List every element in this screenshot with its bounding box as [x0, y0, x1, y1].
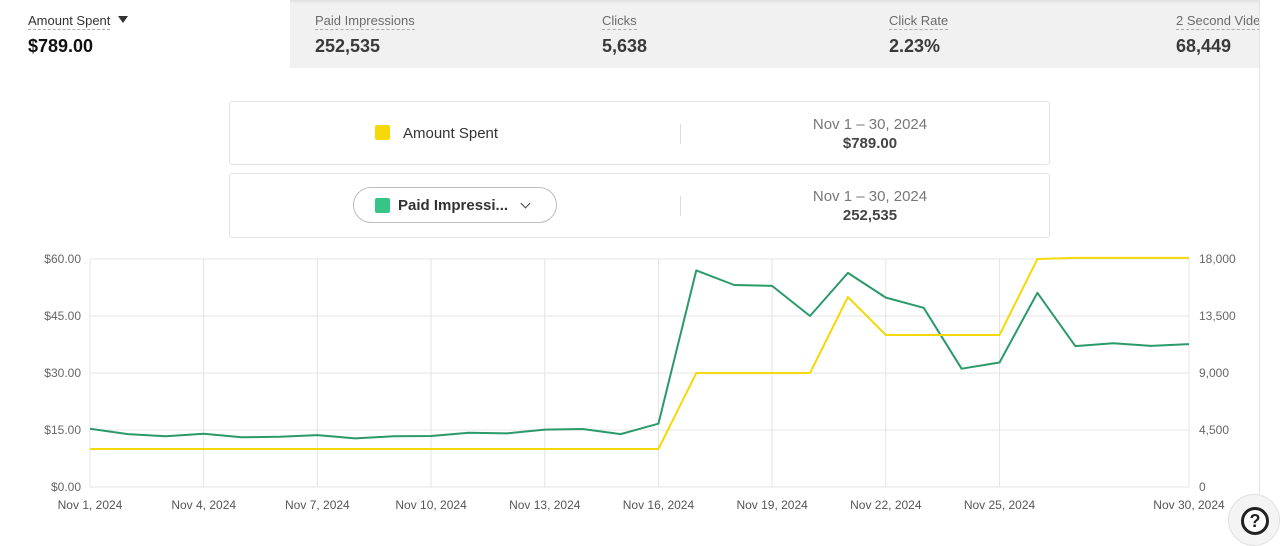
- caret-down-icon[interactable]: [118, 16, 129, 24]
- legend-swatch-amount-spent: [375, 125, 390, 140]
- x-tick-label: Nov 13, 2024: [509, 498, 581, 512]
- series-card-amount-spent: Amount Spent Nov 1 – 30, 2024 $789.00: [229, 101, 1050, 165]
- top-shadow: [0, 0, 1280, 4]
- metrics-bar: Amount Spent $789.00 Paid Impressions 25…: [0, 0, 1280, 68]
- metric-value: $789.00: [28, 36, 94, 56]
- series-total: $789.00: [842, 135, 898, 152]
- metric-label: Amount Spent: [28, 13, 111, 30]
- y-right-tick-label: 9,000: [1199, 366, 1229, 380]
- y-left-tick-label: $45.00: [44, 309, 81, 323]
- y-right-tick-label: 18,000: [1199, 252, 1236, 266]
- metric-paid-impressions[interactable]: Paid Impressions 252,535: [315, 0, 595, 68]
- metric-value: 252,535: [315, 36, 381, 56]
- x-tick-label: Nov 19, 2024: [736, 498, 808, 512]
- metric-label: 2 Second Vide: [1176, 13, 1259, 30]
- card-divider: [680, 196, 681, 216]
- x-tick-label: Nov 25, 2024: [964, 498, 1036, 512]
- y-right-tick-label: 0: [1199, 480, 1206, 494]
- series-select-label: Paid Impressi...: [398, 197, 509, 214]
- series-card-paid-impressions: Paid Impressi... Nov 1 – 30, 2024 252,53…: [229, 173, 1050, 238]
- x-tick-label: Nov 10, 2024: [395, 498, 467, 512]
- x-tick-label: Nov 30, 2024: [1153, 498, 1225, 512]
- metric-label: Click Rate: [889, 13, 949, 30]
- metric-label: Paid Impressions: [315, 13, 415, 30]
- metric-clicks[interactable]: Clicks 5,638: [602, 0, 882, 68]
- card-divider: [680, 124, 681, 144]
- x-tick-label: Nov 7, 2024: [285, 498, 350, 512]
- y-right-tick-label: 4,500: [1199, 423, 1229, 437]
- series-line-paid-impressions: [89, 269, 1190, 440]
- legend-swatch-paid-impressions: [375, 198, 390, 213]
- help-question-icon: ?: [1241, 507, 1269, 535]
- metric-click-rate[interactable]: Click Rate 2.23%: [889, 0, 1169, 68]
- metric-amount-spent[interactable]: Amount Spent $789.00: [0, 0, 290, 68]
- metric-label: Clicks: [602, 13, 637, 30]
- y-right-tick-label: 13,500: [1199, 309, 1236, 323]
- series-date-range: Nov 1 – 30, 2024: [812, 116, 928, 133]
- chart-labels: $0.00 0 $15.00 4,500 $30.00 9,000 $45.00 13,500…: [44, 252, 1236, 512]
- y-left-tick-label: $0.00: [51, 480, 81, 494]
- metric-2-second-video[interactable]: 2 Second Vide 68,449: [1176, 0, 1259, 68]
- metric-value: 5,638: [602, 36, 648, 56]
- y-left-tick-label: $60.00: [44, 252, 81, 266]
- series-date-range: Nov 1 – 30, 2024: [812, 188, 928, 205]
- metric-value: 2.23%: [889, 36, 941, 56]
- x-tick-label: Nov 4, 2024: [171, 498, 236, 512]
- metric-value: 68,449: [1176, 36, 1232, 56]
- chart-grid: [89, 258, 1190, 488]
- right-panel-edge: [1259, 0, 1280, 540]
- y-left-tick-label: $15.00: [44, 423, 81, 437]
- help-button[interactable]: ?: [1228, 494, 1280, 546]
- x-tick-label: Nov 22, 2024: [850, 498, 922, 512]
- y-left-tick-label: $30.00: [44, 366, 81, 380]
- series-total: 252,535: [842, 207, 898, 224]
- x-tick-label: Nov 16, 2024: [623, 498, 695, 512]
- chart-lines: [89, 256, 1190, 450]
- series-line-amount-spent: [90, 256, 1189, 450]
- series-select-dropdown[interactable]: Paid Impressi...: [353, 187, 557, 223]
- x-tick-label: Nov 1, 2024: [58, 498, 123, 512]
- series-name: Amount Spent: [403, 125, 499, 142]
